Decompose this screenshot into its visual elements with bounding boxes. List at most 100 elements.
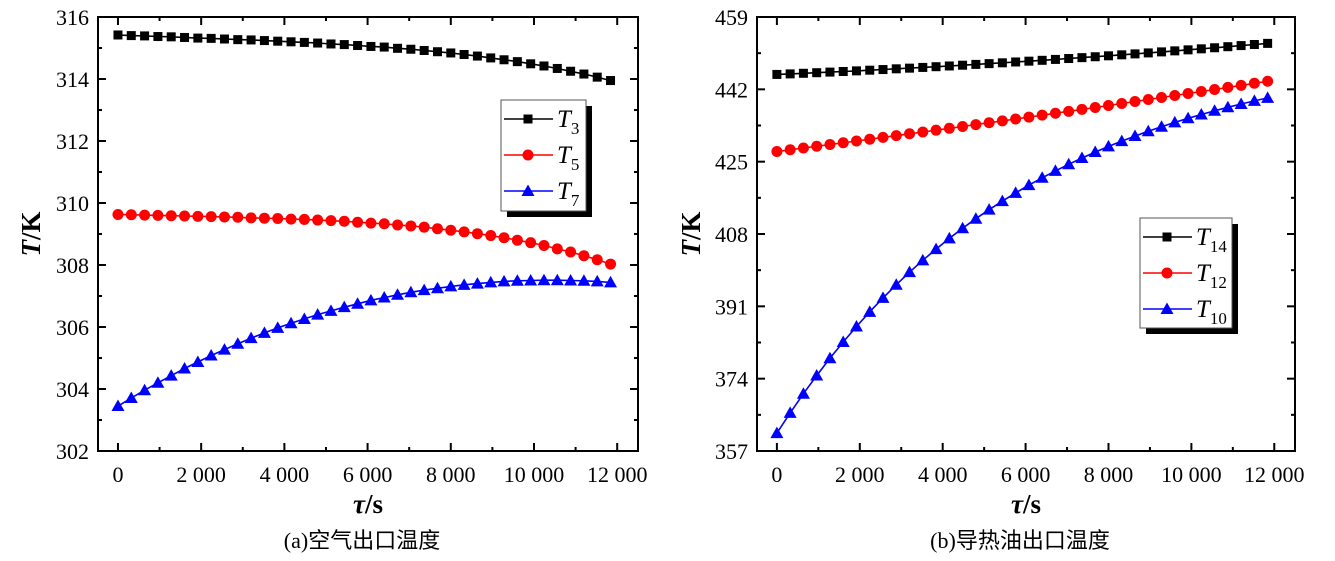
point-T12-24 [1089,101,1101,113]
legend-label: T10 [1196,296,1227,328]
legend-item-T14: T14 [1143,224,1227,256]
y-tick-label: 312 [56,129,89,154]
point-T10-24 [1088,145,1102,158]
point-T5-8 [218,211,230,223]
point-T12-14 [957,120,969,132]
point-T7-32 [537,273,551,286]
point-T14-8 [878,65,888,75]
point-T10-27 [1128,129,1142,142]
point-T10-25 [1101,139,1115,152]
point-T5-35 [578,250,590,262]
point-T14-35 [1236,41,1246,51]
point-T5-25 [445,224,457,236]
y-tick-label: 316 [56,5,89,30]
point-T5-37 [605,258,617,270]
point-T10-29 [1155,120,1169,132]
x-axis-symbol: τ [1011,489,1024,519]
legend-label: T3 [557,106,579,138]
point-T5-1 [125,209,137,221]
x-tick-label: 0 [112,462,123,487]
point-T14-20 [1037,55,1047,65]
point-T3-25 [446,48,456,58]
point-T14-2 [798,68,808,78]
point-T12-25 [1102,100,1114,112]
point-T10-36 [1247,94,1261,106]
point-T12-30 [1169,90,1181,102]
x-tick-label: 8 000 [426,462,476,487]
point-T3-8 [219,34,229,44]
point-T10-15 [969,212,983,224]
point-T12-7 [864,133,876,145]
point-T14-5 [838,67,848,77]
point-T7-4 [164,369,178,381]
point-T14-0 [772,69,782,79]
x-tick-label: 2 000 [835,462,885,487]
point-T5-12 [272,213,284,224]
point-T10-0 [770,426,784,439]
point-T14-15 [971,59,981,69]
panel-b-oil-outlet-temperature: 0 2 000 4 000 6 000 8 000 10 000 12 000 357 374 3… [676,5,1305,553]
point-T10-1 [783,406,797,418]
legend-subscript: 7 [571,191,580,210]
point-T7-16 [324,304,338,316]
point-T10-37 [1261,91,1275,103]
x-tick-label: 6 000 [1001,462,1051,487]
point-T3-7 [206,33,216,43]
point-T3-20 [379,42,389,52]
y-tick-label: 314 [56,67,89,92]
point-T7-28 [484,275,498,288]
y-tick-label: 302 [56,439,89,464]
x-tick-label: 4 000 [918,462,968,487]
point-T7-11 [257,326,271,338]
point-T3-15 [313,38,323,48]
point-T12-33 [1209,83,1221,95]
point-T14-21 [1050,54,1060,64]
line-T7 [117,279,611,407]
point-T7-27 [470,277,484,289]
x-tick-label: 10 000 [504,462,565,487]
point-T5-31 [525,237,537,249]
point-T10-13 [942,231,956,244]
point-T5-0 [112,208,124,220]
point-T5-7 [205,211,217,223]
x-tick-label: 6 000 [343,462,393,487]
point-T12-28 [1142,94,1154,106]
legend-symbol: T [1196,224,1212,251]
point-T3-17 [339,40,349,50]
point-T7-9 [231,337,245,349]
y-axis-unit: /K [16,211,46,241]
point-T14-22 [1064,54,1074,64]
point-T7-8 [217,343,231,355]
point-T14-23 [1077,53,1087,63]
point-T7-7 [204,349,218,361]
series-T10 [770,91,1275,439]
point-T10-9 [889,278,903,290]
point-T10-7 [863,305,877,317]
point-T5-28 [485,230,497,242]
point-T7-22 [404,285,418,298]
series-T14 [772,38,1273,79]
point-T14-17 [997,58,1007,68]
point-T14-11 [918,62,928,72]
point-T14-3 [812,68,822,78]
y-tick-label: 459 [715,5,748,30]
point-T7-10 [244,331,258,344]
legend-marker-circle-icon [1161,267,1173,279]
y-tick-label: 408 [715,222,748,247]
legend-item-T7: T7 [504,178,580,210]
point-T14-33 [1210,43,1220,53]
legend-item-T10: T10 [1143,296,1227,328]
point-T14-32 [1196,44,1206,54]
point-T14-7 [865,65,875,75]
point-T3-19 [366,41,376,51]
legend-subscript: 5 [571,155,580,174]
plot-frame [97,16,639,452]
point-T10-35 [1234,97,1248,110]
point-T12-20 [1036,109,1048,121]
x-tick-label: 12 000 [587,462,648,487]
y-tick-label: 306 [56,315,89,340]
point-T3-31 [526,59,536,69]
y-tick-label: 304 [56,377,89,402]
legend-marker-square-icon [523,114,533,124]
point-T5-17 [338,215,350,227]
